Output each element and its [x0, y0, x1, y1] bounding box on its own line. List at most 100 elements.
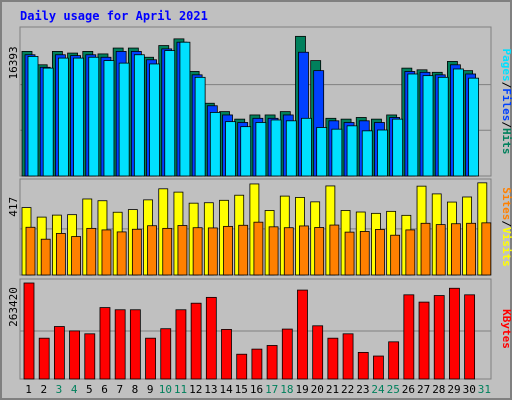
x-tick-label-day-25: 25 — [387, 383, 400, 396]
bar-pages-day-23 — [361, 130, 373, 177]
bar-sites-day-1 — [25, 226, 36, 276]
bar-pages-day-19 — [301, 117, 312, 177]
x-tick-label-day-2: 2 — [40, 383, 47, 396]
bar-kbytes-day-8 — [129, 309, 141, 380]
bar-pages-day-16 — [255, 122, 267, 177]
bar-sites-day-29 — [451, 223, 461, 276]
bar-pages-day-27 — [422, 75, 434, 177]
bar-kbytes-day-23 — [357, 351, 369, 380]
x-tick-label-day-19: 19 — [295, 383, 308, 396]
bar-sites-day-19 — [299, 225, 309, 276]
legend-item: / — [500, 82, 512, 89]
bar-pages-day-20 — [316, 127, 328, 177]
bar-kbytes-day-27 — [418, 301, 430, 380]
bar-sites-day-6 — [101, 229, 112, 276]
bar-kbytes-day-21 — [327, 337, 339, 380]
x-tick-label-day-11: 11 — [174, 383, 187, 396]
bar-sites-day-24 — [375, 229, 385, 276]
bar-pages-day-17 — [270, 119, 282, 177]
x-tick-label-day-5: 5 — [86, 383, 93, 396]
bar-pages-day-9 — [149, 63, 160, 177]
bar-pages-day-12 — [194, 76, 206, 177]
x-tick-label-day-21: 21 — [326, 383, 339, 396]
x-tick-label-day-14: 14 — [219, 383, 233, 396]
x-tick-label-day-22: 22 — [341, 383, 354, 396]
bar-sites-day-5 — [86, 227, 97, 276]
bar-pages-day-25 — [392, 118, 404, 177]
bar-pages-day-2 — [42, 67, 54, 177]
bar-pages-day-22 — [346, 125, 358, 177]
bar-pages-day-1 — [27, 56, 39, 177]
bar-kbytes-day-28 — [433, 295, 445, 380]
bar-sites-day-7 — [116, 231, 127, 276]
legend-item: Sites — [500, 187, 512, 220]
x-tick-label-day-8: 8 — [132, 383, 139, 396]
bar-pages-day-3 — [57, 57, 69, 177]
x-tick-label-day-18: 18 — [280, 383, 293, 396]
bar-pages-day-26 — [407, 73, 419, 177]
bar-kbytes-day-5 — [84, 333, 96, 380]
x-tick-label-day-31: 31 — [478, 383, 491, 396]
x-tick-label-day-1: 1 — [25, 383, 32, 396]
x-tick-label-day-28: 28 — [432, 383, 445, 396]
bar-sites-day-30 — [466, 222, 477, 276]
bar-pages-day-4 — [73, 57, 84, 177]
bar-kbytes-day-29 — [449, 287, 460, 380]
bar-kbytes-day-3 — [53, 326, 65, 380]
bar-kbytes-day-6 — [99, 307, 111, 380]
bar-kbytes-day-2 — [38, 337, 50, 380]
panel-legend: Pages/Files/Hits — [500, 49, 512, 155]
x-tick-label-day-10: 10 — [159, 383, 172, 396]
panel-kbytes: 263420 KBytes — [7, 278, 512, 380]
bar-kbytes-day-24 — [373, 355, 384, 380]
chart-title: Daily usage for April 2021 — [20, 9, 208, 23]
bar-kbytes-day-13 — [205, 296, 217, 380]
panel-visits_sites: 417 Sites/Visits — [7, 178, 512, 276]
bar-pages-day-10 — [164, 50, 176, 177]
bar-kbytes-day-25 — [388, 341, 400, 380]
bar-pages-day-5 — [88, 56, 100, 177]
bar-sites-day-26 — [405, 229, 416, 276]
x-tick-label-day-15: 15 — [235, 383, 248, 396]
bar-pages-day-24 — [377, 129, 388, 177]
bar-kbytes-day-14 — [221, 329, 232, 380]
x-tick-label-day-16: 16 — [250, 383, 263, 396]
x-tick-label-day-24: 24 — [371, 383, 385, 396]
bar-kbytes-day-1 — [23, 282, 35, 380]
x-tick-label-day-26: 26 — [402, 383, 415, 396]
x-axis-labels: 1 2 3 4 5 6 7 8 9 10 11 12 13 14 15 16 17 18 19 20 21 22 23 24 2… — [25, 383, 491, 396]
y-axis-max-label: 263420 — [7, 287, 20, 327]
legend-item: Visits — [500, 227, 512, 267]
bar-sites-day-25 — [390, 234, 401, 276]
y-axis-max-label: 16393 — [7, 46, 20, 79]
x-tick-label-day-27: 27 — [417, 383, 430, 396]
bar-sites-day-17 — [268, 226, 279, 276]
bar-pages-day-30 — [468, 77, 480, 177]
bar-sites-day-20 — [314, 227, 325, 276]
bar-sites-day-28 — [435, 224, 446, 276]
bar-sites-day-23 — [359, 231, 370, 276]
x-tick-label-day-9: 9 — [147, 383, 154, 396]
x-tick-label-day-30: 30 — [463, 383, 476, 396]
bar-sites-day-3 — [55, 233, 66, 276]
bar-sites-day-11 — [177, 225, 188, 276]
bar-sites-day-12 — [192, 227, 203, 276]
bar-pages-day-11 — [179, 41, 191, 177]
bar-kbytes-day-15 — [236, 353, 248, 380]
bar-sites-day-9 — [147, 225, 157, 276]
bar-sites-day-2 — [40, 238, 51, 276]
bar-pages-day-18 — [285, 120, 297, 177]
bar-kbytes-day-7 — [114, 309, 126, 380]
bar-kbytes-day-20 — [312, 325, 324, 380]
bar-sites-day-8 — [131, 228, 142, 276]
bar-kbytes-day-17 — [266, 345, 278, 380]
x-tick-label-day-3: 3 — [56, 383, 63, 396]
panel-legend: Sites/Visits — [500, 187, 512, 267]
x-tick-label-day-4: 4 — [71, 383, 78, 396]
x-tick-label-day-23: 23 — [356, 383, 369, 396]
bar-kbytes-day-4 — [69, 330, 80, 380]
bar-kbytes-day-22 — [342, 333, 354, 380]
bar-kbytes-day-11 — [175, 309, 187, 380]
